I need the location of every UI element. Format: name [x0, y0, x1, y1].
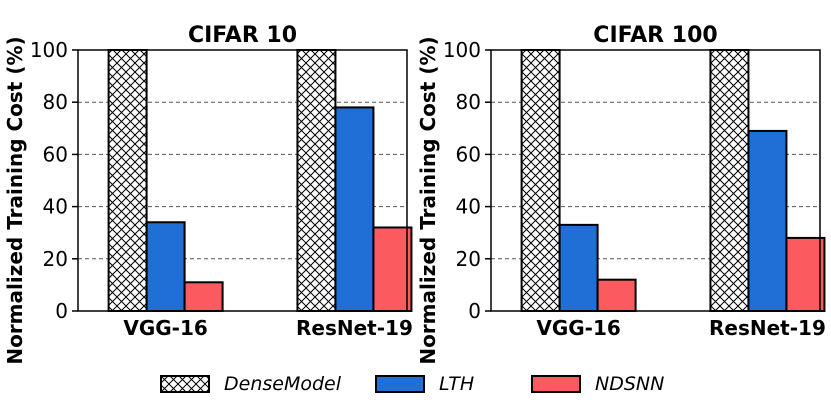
bar-lth-resnet-19	[747, 129, 788, 312]
y-tick-label: 0	[55, 299, 68, 323]
bar-lth-vgg-16	[558, 223, 599, 312]
x-tick-label-vgg-16: VGG-16	[123, 316, 207, 340]
bar-lth-vgg-16	[145, 221, 186, 312]
bar-ndsnn-resnet-19	[785, 236, 826, 312]
bar-ndsnn-resnet-19	[372, 226, 413, 312]
y-tick-label: 40	[43, 195, 68, 219]
x-tick-label-vgg-16: VGG-16	[536, 316, 620, 340]
bar-densemodel-resnet-19	[296, 49, 337, 312]
bar-densemodel-vgg-16	[520, 49, 561, 312]
legend: DenseModel LTH NDSNN	[0, 368, 831, 400]
bar-densemodel-resnet-19	[709, 49, 750, 312]
y-tick-label: 20	[43, 247, 68, 271]
y-tick-label: 40	[456, 195, 481, 219]
y-axis-label: Normalized Training Cost (%)	[3, 36, 27, 364]
legend-item-lth: LTH	[375, 368, 474, 400]
chart-title: CIFAR 10	[188, 23, 297, 48]
legend-swatch-densemodel	[160, 375, 210, 393]
chart-panel-cifar100: 0 20 40 60 80 100 VGG-16 ResNet-19 CIFAR 100 Norm…	[416, 23, 826, 365]
legend-label-densemodel: DenseModel	[224, 373, 341, 395]
legend-item-ndsnn: NDSNN	[531, 368, 664, 400]
plot-frame	[77, 49, 408, 312]
y-tick-label: 80	[456, 90, 481, 114]
y-tick-label: 60	[456, 142, 481, 166]
chart-title: CIFAR 100	[593, 23, 717, 48]
bar-ndsnn-vgg-16	[183, 281, 224, 313]
y-axis-label: Normalized Training Cost (%)	[416, 36, 440, 364]
bar-ndsnn-vgg-16	[596, 278, 637, 312]
y-tick-label: 20	[456, 247, 481, 271]
bar-lth-resnet-19	[334, 106, 375, 312]
legend-swatch-lth	[375, 375, 425, 393]
legend-swatch-ndsnn	[531, 375, 581, 393]
legend-item-densemodel: DenseModel	[160, 368, 341, 400]
plot-frame	[490, 49, 821, 312]
legend-label-lth: LTH	[439, 373, 475, 395]
y-tick-label: 60	[43, 142, 68, 166]
y-tick-label: 80	[43, 90, 68, 114]
bar-densemodel-vgg-16	[107, 49, 148, 312]
y-tick-label: 100	[30, 38, 68, 62]
y-tick-label: 0	[468, 299, 481, 323]
chart-panel-cifar10: 0 20 40 60 80 100 VGG-16 ResNet-19 CIFAR 10 Norma…	[3, 23, 413, 365]
x-tick-label-resnet-19: ResNet-19	[296, 316, 413, 340]
x-tick-label-resnet-19: ResNet-19	[709, 316, 826, 340]
legend-label-ndsnn: NDSNN	[595, 373, 665, 395]
y-tick-label: 100	[443, 38, 481, 62]
